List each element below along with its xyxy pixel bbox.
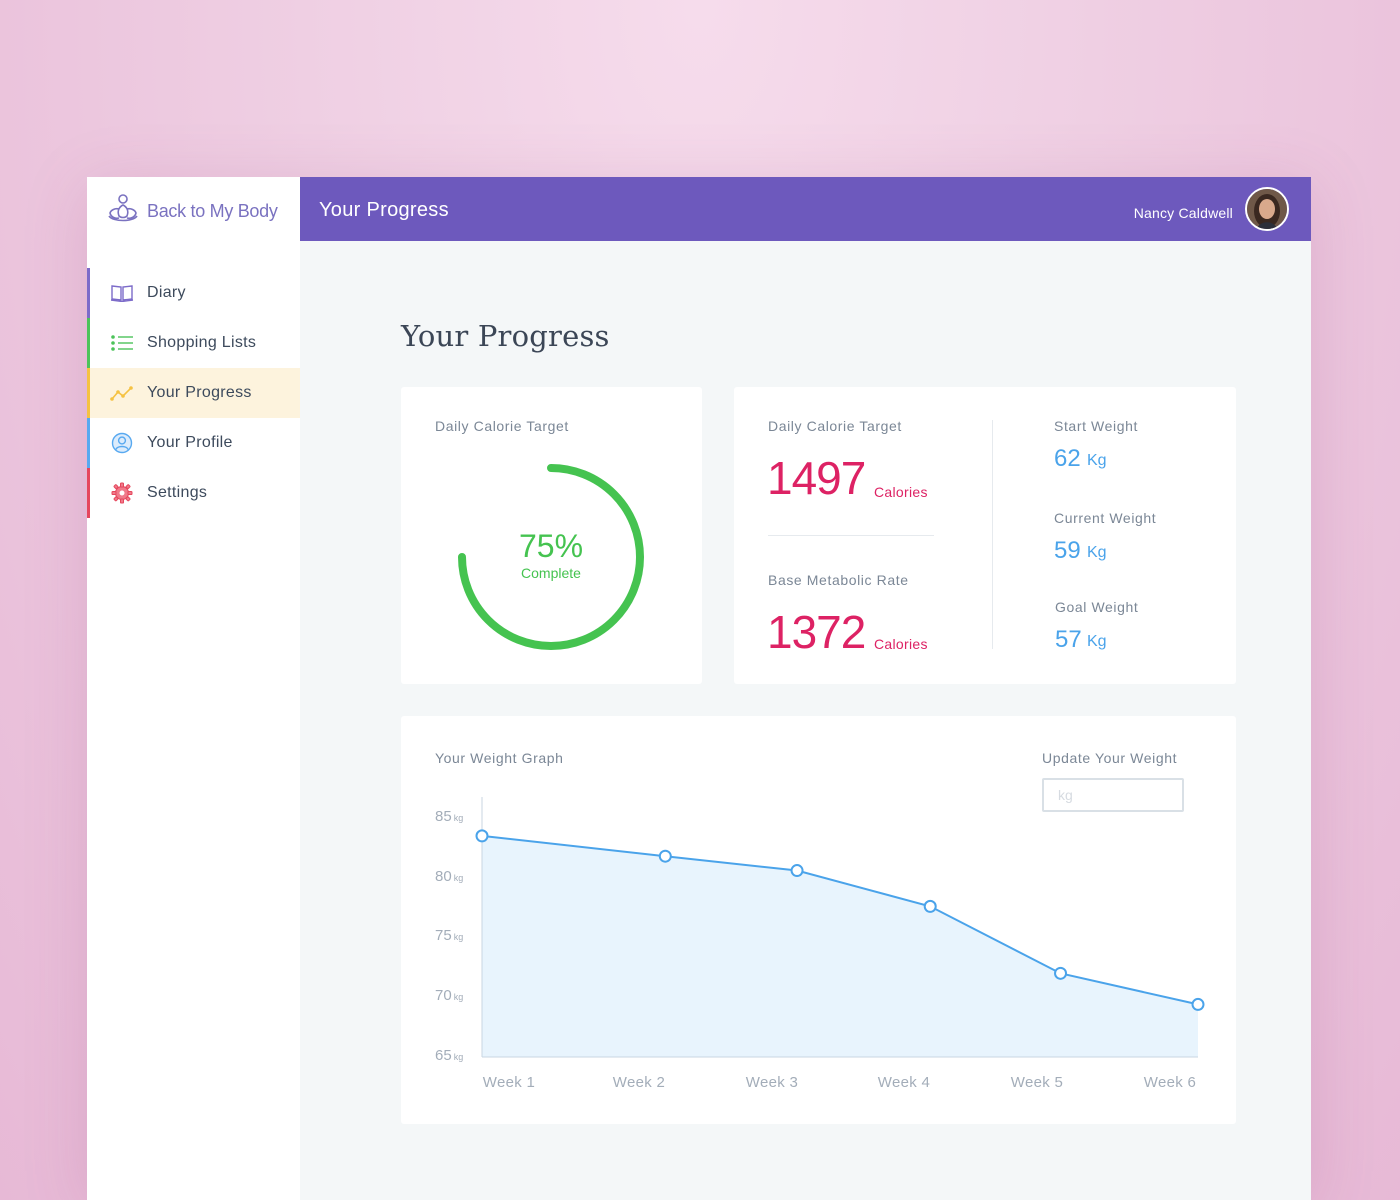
- top-bar: Your Progress Nancy Caldwell: [300, 177, 1311, 241]
- data-point-3[interactable]: [790, 864, 804, 878]
- weight-line: [481, 834, 1199, 1006]
- lotus-logo-icon: [107, 193, 139, 229]
- sidebar-item-label: Your Profile: [147, 434, 233, 451]
- bmr-label: Base Metabolic Rate: [768, 572, 909, 588]
- progress-ring-arc: [458, 464, 644, 650]
- stats-divider: [768, 535, 934, 536]
- data-point-5[interactable]: [1054, 966, 1068, 980]
- sidebar-item-diary[interactable]: Diary: [87, 268, 300, 318]
- current-weight-label: Current Weight: [1054, 510, 1157, 526]
- y-tick-label: 65 kg: [435, 1047, 464, 1064]
- bmr-unit: Calories: [874, 636, 928, 652]
- sidebar-item-shopping-lists[interactable]: Shopping Lists: [87, 318, 300, 368]
- logo-text: Back to My Body: [147, 200, 278, 221]
- header-title: Your Progress: [319, 199, 449, 221]
- x-tick-label: Week 5: [1010, 1074, 1064, 1091]
- sidebar-item-settings[interactable]: Settings: [87, 468, 300, 518]
- sidebar-nav: Diary Shopping Lists: [87, 268, 300, 518]
- user-icon: [110, 431, 134, 455]
- y-tick-label: 75 kg: [435, 927, 464, 945]
- calorie-target-value: 1497: [767, 452, 866, 504]
- x-tick-label: Week 1: [482, 1074, 536, 1091]
- gear-icon: [110, 481, 134, 505]
- sidebar-item-your-profile[interactable]: Your Profile: [87, 418, 300, 468]
- data-point-1[interactable]: [475, 829, 489, 843]
- sidebar-item-label: Shopping Lists: [147, 334, 257, 351]
- stats-card: Daily Calorie Target 1497 Calories Base …: [734, 387, 1236, 684]
- calorie-target-unit: Calories: [874, 484, 928, 500]
- data-point-4[interactable]: [923, 899, 937, 913]
- book-icon: [110, 281, 134, 305]
- data-point-6[interactable]: [1191, 997, 1205, 1011]
- sidebar-item-label: Diary: [147, 284, 186, 301]
- weight-input[interactable]: [1042, 778, 1184, 812]
- stats-vertical-divider: [992, 420, 993, 649]
- sidebar-item-label: Your Progress: [147, 384, 252, 401]
- start-weight-value: 62: [1054, 445, 1081, 472]
- sidebar-item-label: Settings: [147, 484, 208, 501]
- progress-ring: [458, 464, 644, 650]
- y-tick-label: 70 kg: [435, 987, 464, 1005]
- progress-card-label: Daily Calorie Target: [435, 418, 569, 434]
- goal-weight-unit: Kg: [1087, 633, 1107, 650]
- x-tick-label: Week 2: [612, 1074, 666, 1091]
- bmr-value: 1372: [767, 606, 866, 658]
- weight-area: [482, 835, 1198, 1057]
- y-tick-label: 80 kg: [435, 867, 464, 885]
- user-name[interactable]: Nancy Caldwell: [1133, 205, 1233, 221]
- weight-graph-card: Your Weight Graph Update Your Weight 85k…: [401, 716, 1236, 1124]
- goal-weight-label: Goal Weight: [1055, 599, 1139, 615]
- current-weight-unit: Kg: [1087, 544, 1107, 561]
- trend-icon: [110, 381, 134, 405]
- y-tick-label: 85 kg: [435, 807, 464, 825]
- logo[interactable]: Back to My Body: [107, 193, 278, 229]
- x-tick-label: Week 3: [745, 1074, 799, 1091]
- x-tick-label: Week 4: [877, 1074, 931, 1091]
- current-weight-value: 59: [1054, 537, 1081, 564]
- progress-sub-label: Complete: [521, 565, 581, 581]
- update-weight-label: Update Your Weight: [1042, 750, 1178, 766]
- start-weight-unit: Kg: [1087, 452, 1107, 469]
- weight-graph-title: Your Weight Graph: [435, 750, 564, 766]
- page-title: Your Progress: [401, 319, 610, 353]
- progress-card: Daily Calorie Target 75% Complete: [401, 387, 702, 684]
- data-point-2[interactable]: [658, 849, 672, 863]
- start-weight-label: Start Weight: [1054, 418, 1138, 434]
- sidebar: Back to My Body Diary: [87, 177, 300, 1200]
- avatar[interactable]: [1245, 187, 1289, 231]
- weight-chart: [475, 797, 1205, 1058]
- progress-percent: 75%: [518, 528, 584, 564]
- goal-weight-value: 57: [1055, 626, 1082, 653]
- list-icon: [110, 331, 134, 355]
- x-tick-label: Week 6: [1143, 1074, 1197, 1091]
- calorie-target-label: Daily Calorie Target: [768, 418, 902, 434]
- app-window: Back to My Body Diary: [87, 177, 1311, 1200]
- sidebar-item-your-progress[interactable]: Your Progress: [87, 368, 300, 418]
